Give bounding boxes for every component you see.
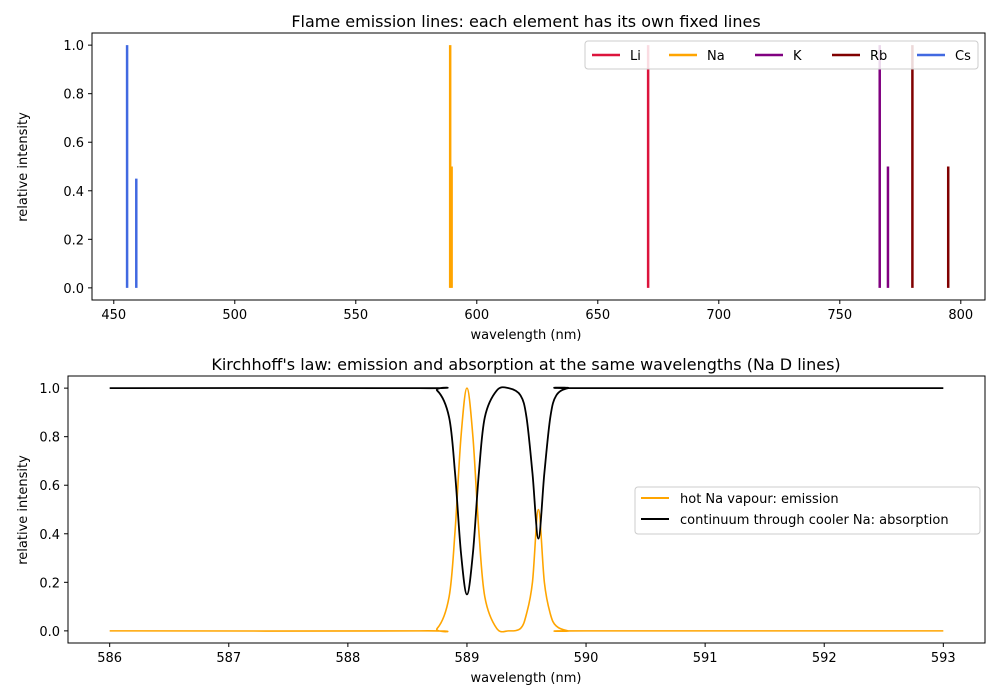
x-tick-label: 600 xyxy=(464,308,489,323)
x-tick-label: 450 xyxy=(101,308,126,323)
legend: Li Na K Rb Cs xyxy=(584,40,979,70)
y-tick-label: 0.8 xyxy=(63,88,84,103)
x-axis-ticks: 450 500 550 600 650 700 750 800 xyxy=(101,300,973,323)
legend-label: Li xyxy=(630,49,641,64)
y-tick-label: 0.6 xyxy=(63,136,84,151)
x-axis-ticks: 586 587 588 589 590 591 592 593 xyxy=(97,643,956,666)
x-tick-label: 586 xyxy=(97,651,122,666)
x-tick-label: 593 xyxy=(931,651,956,666)
y-tick-label: 0.6 xyxy=(39,479,60,494)
x-tick-label: 589 xyxy=(455,651,480,666)
legend-box xyxy=(634,486,981,535)
y-tick-label: 0.4 xyxy=(39,528,60,543)
plot-area xyxy=(125,45,950,288)
x-tick-label: 750 xyxy=(827,308,852,323)
legend-label: continuum through cooler Na: absorption xyxy=(680,513,949,528)
legend-label: Cs xyxy=(955,49,971,64)
kirchhoff-panel: Kirchhoff's law: emission and absorption… xyxy=(16,355,986,686)
emission-lines-panel: Flame emission lines: each element has i… xyxy=(16,12,986,343)
y-tick-label: 0.2 xyxy=(39,576,60,591)
x-tick-label: 800 xyxy=(948,308,973,323)
emission-curve xyxy=(109,387,944,633)
y-tick-label: 1.0 xyxy=(39,382,60,397)
plot-area xyxy=(109,386,944,633)
y-tick-label: 0.0 xyxy=(63,282,84,297)
y-axis-label: relative intensity xyxy=(16,455,31,565)
y-tick-label: 0.2 xyxy=(63,233,84,248)
x-tick-label: 591 xyxy=(693,651,718,666)
y-axis-label: relative intensity xyxy=(16,112,31,222)
x-tick-label: 500 xyxy=(222,308,247,323)
x-tick-label: 590 xyxy=(574,651,599,666)
y-tick-label: 0.4 xyxy=(63,185,84,200)
x-axis-label: wavelength (nm) xyxy=(471,671,582,686)
x-tick-label: 700 xyxy=(706,308,731,323)
legend-label: hot Na vapour: emission xyxy=(680,492,839,507)
legend: hot Na vapour: emission continuum through… xyxy=(634,486,981,535)
x-tick-label: 650 xyxy=(585,308,610,323)
absorption-curve xyxy=(109,386,944,596)
y-axis-ticks: 0.0 0.2 0.4 0.6 0.8 1.0 xyxy=(63,39,92,297)
y-tick-label: 1.0 xyxy=(63,39,84,54)
legend-label: Rb xyxy=(870,49,887,64)
x-tick-label: 592 xyxy=(812,651,837,666)
x-tick-label: 550 xyxy=(343,308,368,323)
chart-title: Flame emission lines: each element has i… xyxy=(291,12,760,31)
y-tick-label: 0.8 xyxy=(39,431,60,446)
x-axis-label: wavelength (nm) xyxy=(471,328,582,343)
y-tick-label: 0.0 xyxy=(39,625,60,640)
axes-frame xyxy=(91,32,986,301)
axes-frame xyxy=(67,375,986,644)
y-axis-ticks: 0.0 0.2 0.4 0.6 0.8 1.0 xyxy=(39,382,68,640)
x-tick-label: 587 xyxy=(216,651,241,666)
chart-title: Kirchhoff's law: emission and absorption… xyxy=(211,355,840,374)
x-tick-label: 588 xyxy=(335,651,360,666)
legend-label: K xyxy=(793,49,802,64)
legend-label: Na xyxy=(707,49,725,64)
